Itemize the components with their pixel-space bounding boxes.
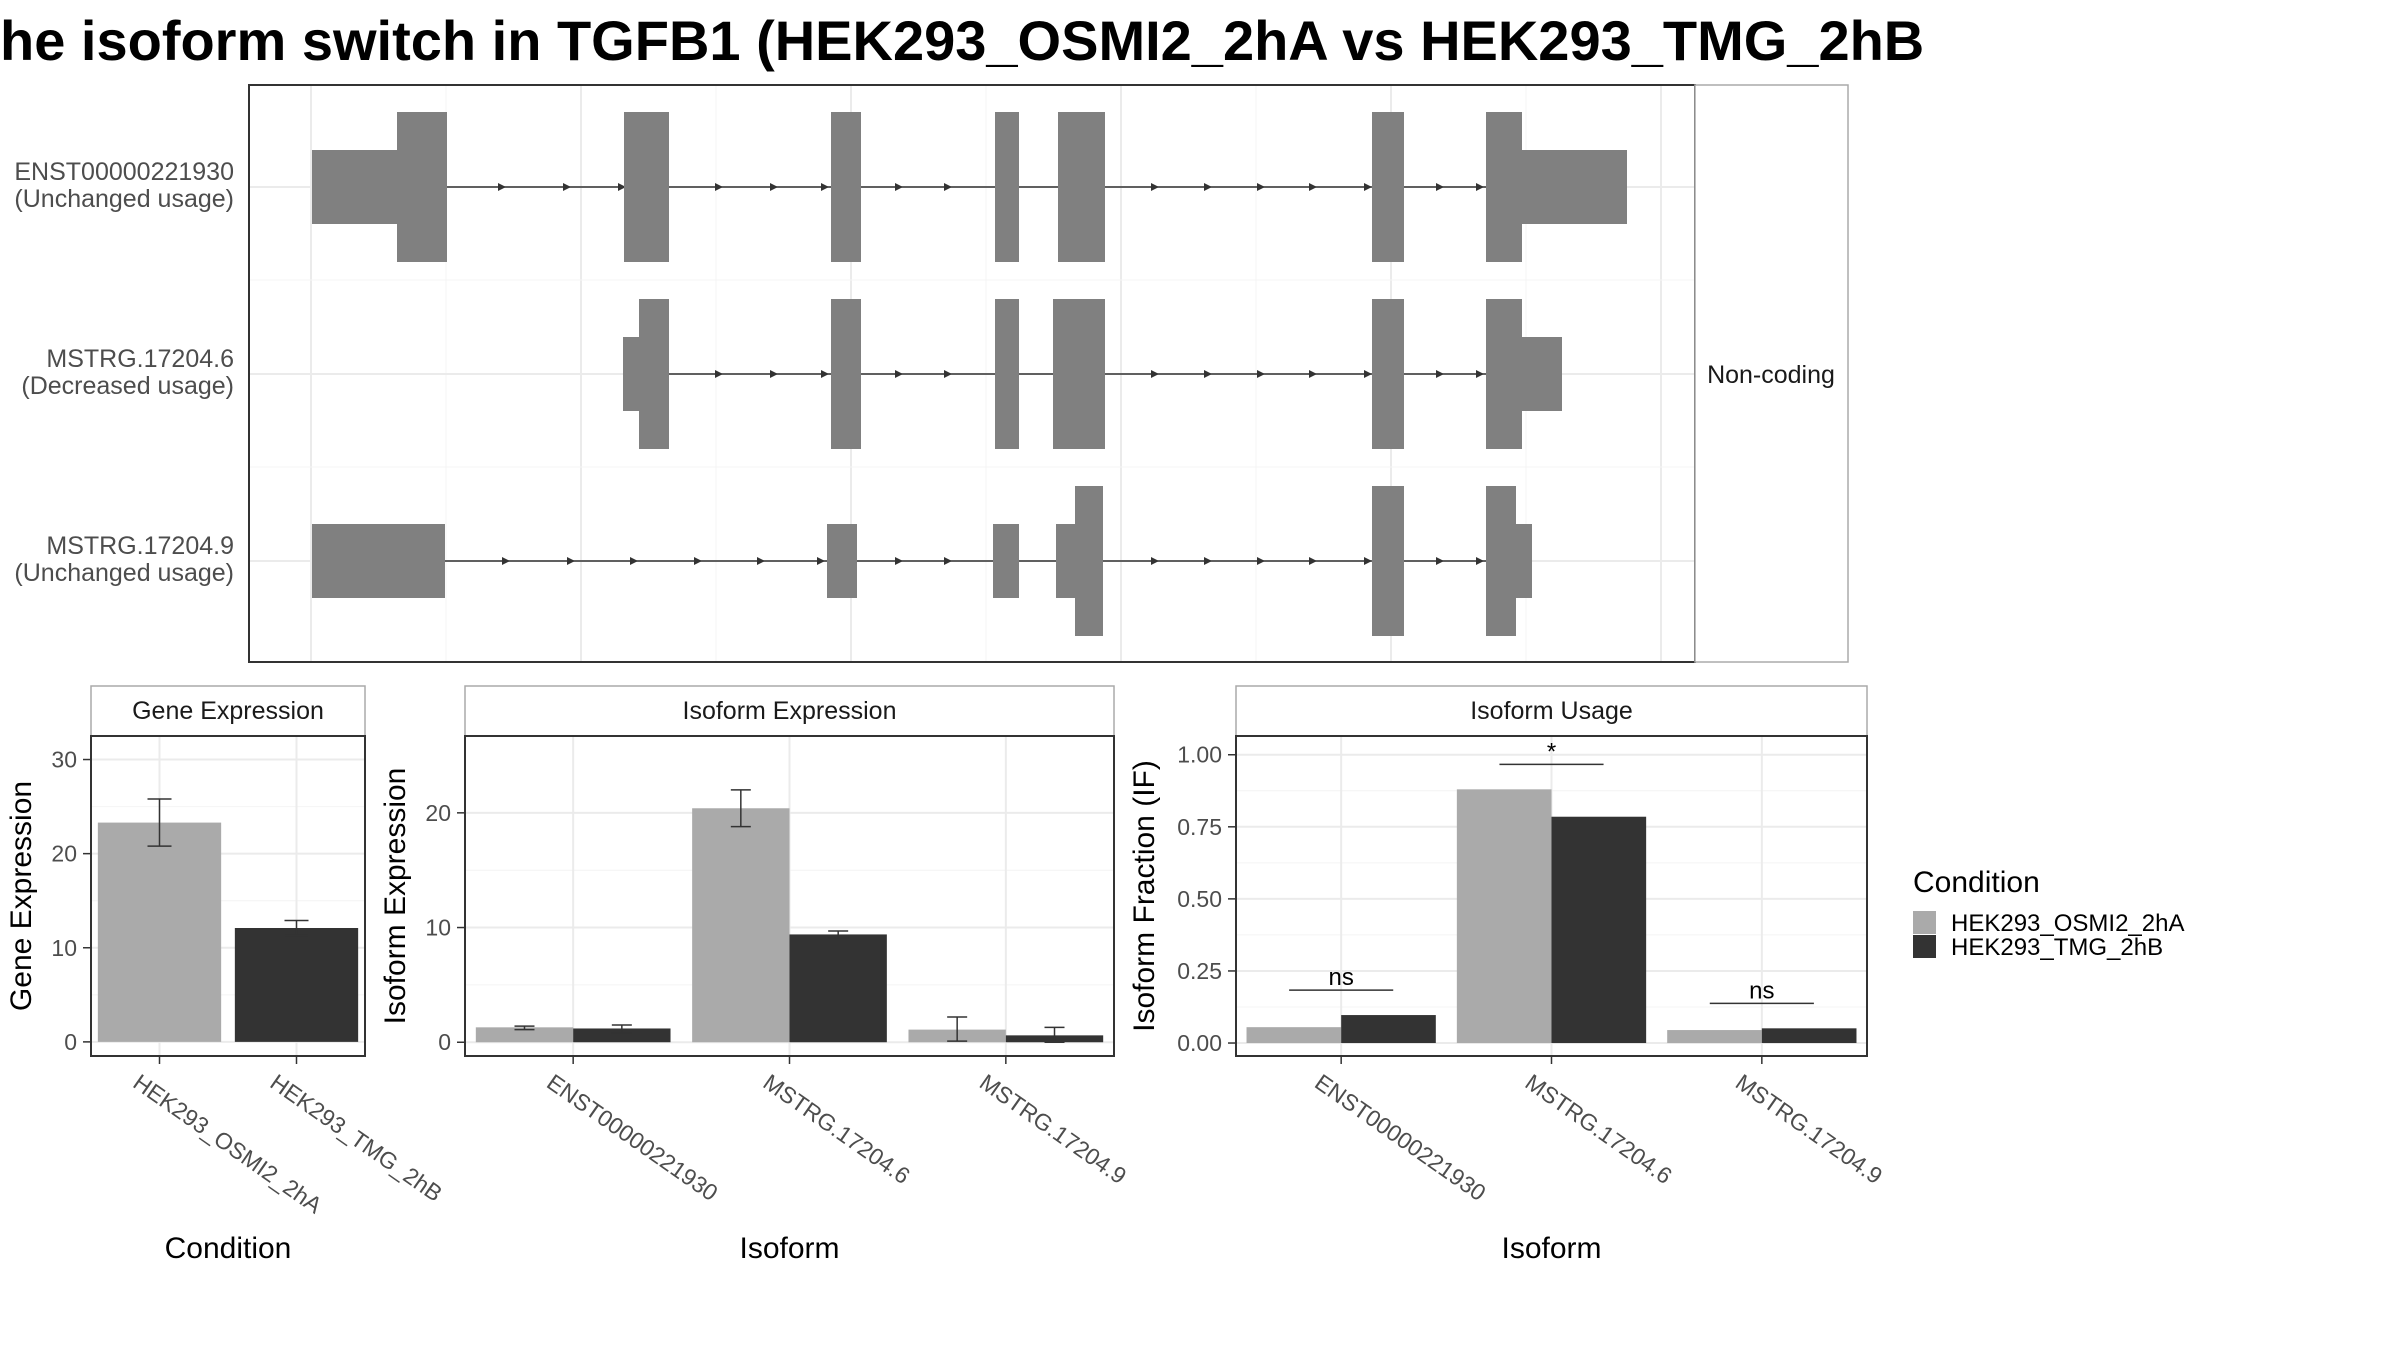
y-axis-title: Isoform Fraction (IF) <box>1128 760 1161 1032</box>
y-tick-label: 0.00 <box>1177 1030 1222 1056</box>
transcript-label-line: (Unchanged usage) <box>14 559 234 587</box>
y-tick-label: 0.75 <box>1177 814 1222 840</box>
transcript-label-line: MSTRG.17204.9 <box>46 532 234 560</box>
y-axis-title: Gene Expression <box>5 781 38 1011</box>
figure-title: he isoform switch in TGFB1 (HEK293_OSMI2… <box>0 9 1924 72</box>
x-tick-label: ENST00000221930 <box>542 1069 722 1206</box>
bar <box>692 808 790 1043</box>
bar <box>234 928 359 1042</box>
y-tick-label: 0.25 <box>1177 958 1222 984</box>
transcript-track-mstrg-17204-6 <box>623 299 1562 449</box>
bar <box>1551 816 1647 1044</box>
y-tick-label: 0 <box>64 1029 77 1055</box>
y-axis-title: Isoform Expression <box>379 768 412 1025</box>
bar <box>1667 1030 1762 1044</box>
bar <box>475 1027 574 1043</box>
x-tick-label: MSTRG.17204.9 <box>1731 1069 1887 1189</box>
transcript-track-enst00000221930 <box>312 112 1627 262</box>
x-axis-title: Isoform <box>739 1232 839 1265</box>
intron-arrows <box>502 557 1484 565</box>
significance-label: * <box>1547 738 1556 765</box>
transcript-label-line: ENST00000221930 <box>14 158 234 186</box>
transcript-label-line: (Decreased usage) <box>21 372 234 400</box>
transcript-label-1: ENST00000221930 (Unchanged usage) <box>14 158 234 213</box>
facet-strip-label: Isoform Expression <box>683 697 897 725</box>
intron-arrows <box>715 370 1484 378</box>
x-axis-title: Isoform <box>1501 1232 1601 1265</box>
bar <box>1456 789 1552 1044</box>
x-tick-label: ENST00000221930 <box>1310 1069 1490 1206</box>
significance-label: ns <box>1749 977 1774 1004</box>
facet-strip <box>90 685 366 737</box>
transcript-track-mstrg-17204-9 <box>312 486 1532 636</box>
x-axis-title: Condition <box>165 1232 292 1265</box>
bar <box>573 1028 671 1043</box>
x-tick-label: MSTRG.17204.6 <box>759 1069 915 1189</box>
legend-label-a: HEK293_OSMI2_2hA <box>1951 910 2184 937</box>
y-tick-label: 20 <box>425 800 451 826</box>
bar <box>789 934 887 1043</box>
isoform-expression-panel: Isoform Expression 0 10 20 ENST00000221930 MS… <box>379 685 1131 1265</box>
transcript-label-line: (Unchanged usage) <box>14 185 234 213</box>
bar <box>1246 1027 1342 1044</box>
legend-swatch-b <box>1913 935 1936 958</box>
facet-strip-label: Isoform Usage <box>1470 697 1633 725</box>
y-tick-label: 20 <box>51 841 77 867</box>
x-tick-label: MSTRG.17204.6 <box>1521 1069 1677 1189</box>
y-tick-label: 10 <box>425 915 451 941</box>
facet-strip-label: Gene Expression <box>132 697 324 725</box>
exons <box>312 112 1627 262</box>
facet-strip <box>464 685 1115 737</box>
panel-border <box>90 735 366 1057</box>
non-coding-facet-strip: Non-coding <box>1694 84 1849 663</box>
legend-swatch-a <box>1913 911 1936 934</box>
exons <box>312 486 1532 636</box>
y-tick-label: 0.50 <box>1177 886 1222 912</box>
bar <box>1761 1028 1857 1044</box>
bar <box>97 822 222 1042</box>
facet-label: Non-coding <box>1707 361 1835 389</box>
legend-label-b: HEK293_TMG_2hB <box>1951 934 2163 961</box>
transcript-label-line: MSTRG.17204.6 <box>46 345 234 373</box>
gene-structure-panel <box>248 84 1696 663</box>
isoform-usage-panel: Isoform Usage ns * ns 0.00 0.25 0.50 0.75 1.00 EN… <box>1128 685 1887 1265</box>
transcript-label-2: MSTRG.17204.6 (Decreased usage) <box>21 345 234 400</box>
exons <box>623 299 1562 449</box>
legend-title: Condition <box>1913 866 2040 899</box>
y-tick-label: 30 <box>51 747 77 773</box>
transcript-label-3: MSTRG.17204.9 (Unchanged usage) <box>14 532 234 587</box>
x-tick-label: MSTRG.17204.9 <box>975 1069 1131 1189</box>
y-tick-label: 0 <box>438 1029 451 1055</box>
y-tick-label: 10 <box>51 935 77 961</box>
bar <box>1341 1015 1436 1044</box>
significance-label: ns <box>1328 964 1353 991</box>
y-tick-label: 1.00 <box>1177 742 1222 768</box>
intron-arrows <box>498 183 1484 191</box>
legend: Condition HEK293_OSMI2_2hA HEK293_TMG_2h… <box>1913 866 2184 961</box>
facet-strip <box>1235 685 1868 737</box>
